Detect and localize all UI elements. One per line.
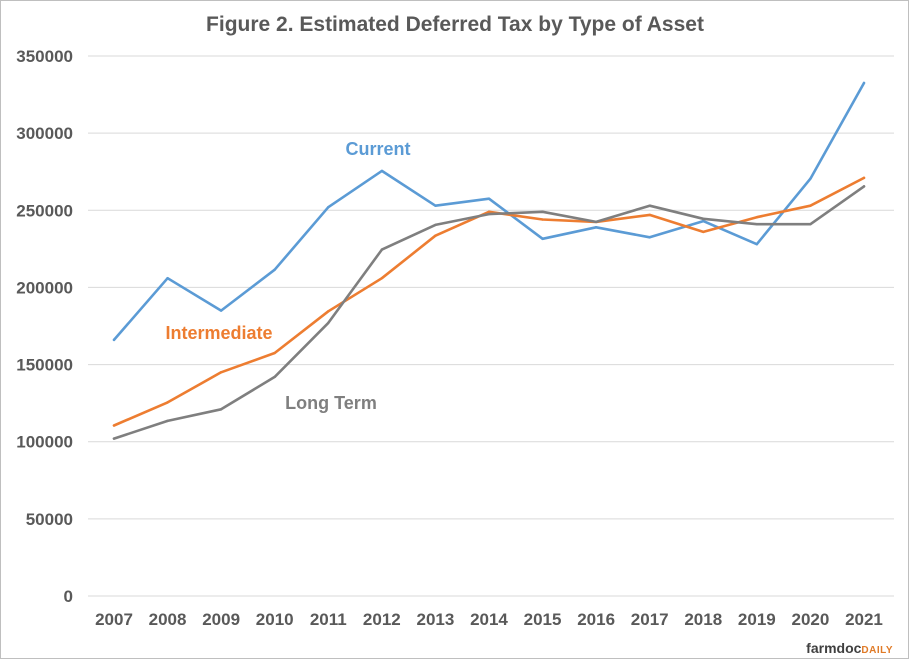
logo-main-text: farmdoc (806, 640, 861, 656)
data-point-long-term (862, 185, 866, 188)
y-axis-ticks: 0 50000 100000 150000 200000 250000 300000 3500… (16, 47, 73, 606)
chart-title: Figure 2. Estimated Deferred Tax by Type… (206, 13, 704, 36)
data-point-current (166, 276, 169, 280)
x-tick-label: 2009 (202, 610, 240, 629)
data-point-intermediate (755, 216, 759, 219)
data-point-long-term (273, 375, 276, 379)
data-point-long-term (702, 217, 705, 220)
data-point-intermediate (327, 310, 330, 313)
data-point-long-term (541, 210, 544, 214)
series-labels: Current Intermediate Long Term (165, 139, 410, 413)
data-point-intermediate (487, 210, 491, 214)
data-point-current (327, 206, 330, 209)
data-point-current (273, 268, 276, 271)
series-lines (112, 81, 866, 440)
data-point-current (541, 237, 544, 241)
y-tick-label: 350000 (16, 47, 73, 66)
y-tick-label: 150000 (16, 356, 73, 375)
data-point-intermediate (648, 213, 651, 217)
data-point-intermediate (273, 351, 276, 355)
logo-suffix-text: DAILY (861, 645, 893, 656)
x-tick-label: 2014 (470, 610, 508, 629)
data-point-intermediate (380, 276, 384, 280)
y-tick-label: 0 (64, 587, 73, 606)
x-tick-label: 2007 (95, 610, 133, 629)
x-tick-label: 2018 (684, 610, 722, 629)
x-tick-label: 2017 (631, 610, 669, 629)
data-point-current (809, 177, 812, 180)
x-tick-label: 2012 (363, 610, 401, 629)
data-point-current (594, 226, 598, 229)
x-tick-label: 2019 (738, 610, 776, 629)
series-label-intermediate: Intermediate (165, 323, 272, 343)
x-tick-label: 2013 (417, 610, 455, 629)
data-point-long-term (594, 220, 598, 224)
farmdoc-daily-logo: farmdocDAILY (806, 640, 893, 656)
data-point-current (648, 236, 651, 239)
data-point-current (702, 219, 705, 223)
data-point-long-term (219, 408, 223, 411)
data-point-intermediate (219, 371, 223, 374)
x-tick-label: 2020 (791, 610, 829, 629)
x-tick-label: 2021 (845, 610, 883, 629)
gridlines (88, 55, 894, 597)
y-tick-label: 250000 (16, 201, 73, 220)
x-tick-label: 2016 (577, 610, 615, 629)
data-point-current (755, 243, 759, 246)
data-point-long-term (112, 437, 116, 440)
data-point-long-term (487, 212, 491, 216)
data-point-intermediate (541, 218, 544, 221)
series-label-current: Current (345, 139, 410, 159)
y-tick-label: 200000 (16, 278, 73, 297)
data-point-current (380, 169, 384, 173)
data-point-long-term (166, 419, 169, 423)
x-tick-label: 2015 (524, 610, 562, 629)
data-point-current (487, 197, 491, 200)
data-point-intermediate (862, 176, 866, 180)
data-point-long-term (327, 321, 330, 325)
data-point-intermediate (112, 424, 116, 427)
data-point-current (112, 338, 116, 342)
data-point-intermediate (434, 234, 437, 237)
data-point-intermediate (166, 401, 169, 404)
series-label-long-term: Long Term (285, 393, 377, 413)
data-point-long-term (434, 223, 437, 227)
data-point-current (434, 204, 437, 207)
y-tick-label: 300000 (16, 124, 73, 143)
data-point-intermediate (809, 204, 812, 207)
x-tick-label: 2008 (149, 610, 187, 629)
svg-text:farmdocDAILY: farmdocDAILY (806, 640, 893, 656)
data-point-long-term (809, 222, 812, 226)
data-point-long-term (380, 248, 384, 251)
data-point-long-term (648, 204, 651, 207)
series-line-long-term (112, 185, 866, 440)
data-point-current (219, 309, 223, 312)
y-tick-label: 50000 (26, 510, 73, 529)
x-axis-ticks: 2007 2008 2009 2010 2011 2012 2013 2014 2015 2016… (95, 610, 883, 629)
x-tick-label: 2010 (256, 610, 294, 629)
data-point-current (862, 81, 866, 85)
y-tick-label: 100000 (16, 433, 73, 452)
data-point-intermediate (702, 230, 705, 234)
x-tick-label: 2011 (310, 610, 347, 629)
data-point-long-term (755, 222, 759, 226)
